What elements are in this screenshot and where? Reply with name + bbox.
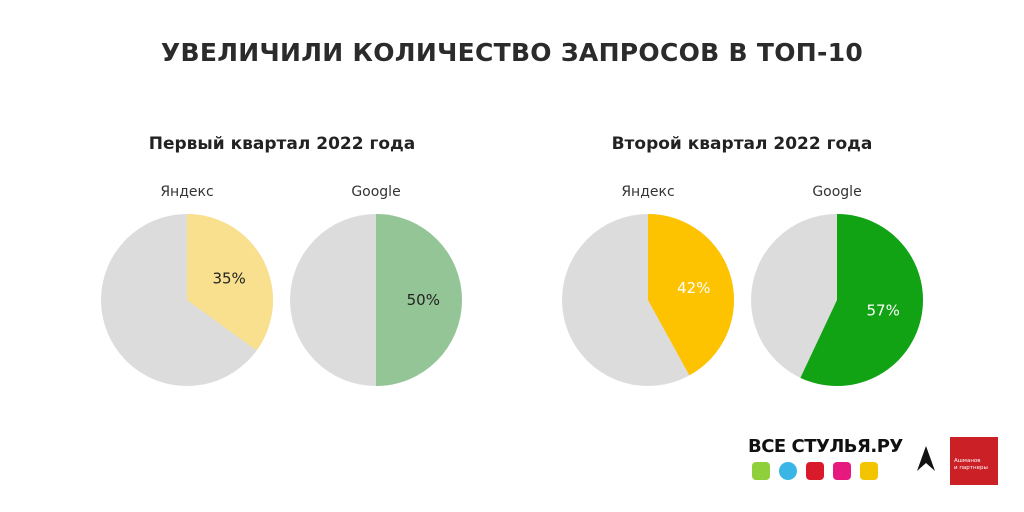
group-title-q1: Первый квартал 2022 года: [148, 134, 416, 154]
group-title-q2: Второй квартал 2022 года: [611, 134, 873, 154]
pie-slice-0-1: [376, 214, 462, 386]
chair-icon-3: [833, 462, 851, 480]
pie-slice-0-0: [187, 214, 273, 351]
chairs-icon: [752, 462, 878, 480]
vsestulya-logo: ВСЕ СТУЛЬЯ.РУ: [748, 436, 903, 457]
engine-label-q2-google: Google: [812, 184, 862, 200]
chair-icon-0: [752, 462, 770, 480]
engine-label-q1-yandex: Яндекс: [160, 184, 214, 200]
ashmanov-logo-line1: Ашманов: [954, 458, 981, 464]
chair-icon-4: [860, 462, 878, 480]
engine-label-q1-google: Google: [351, 184, 401, 200]
chair-icon-2: [806, 462, 824, 480]
pie-label-0-1: 50%: [407, 291, 440, 309]
pie-slice-1-1: [800, 214, 923, 386]
pie-label-0-0: 35%: [212, 270, 245, 288]
pie-label-1-0: 42%: [677, 279, 710, 297]
pie-slice-1-0: [648, 214, 734, 376]
ashmanov-logo: Ашманов и партнеры: [950, 437, 998, 485]
ashmanov-logo-line2: и партнеры: [954, 465, 988, 471]
pie-label-1-1: 57%: [866, 301, 899, 319]
ashmanov-arrow-icon: [917, 446, 935, 471]
page-title: УВЕЛИЧИЛИ КОЛИЧЕСТВО ЗАПРОСОВ В ТОП-10: [160, 38, 864, 67]
chair-icon-1: [779, 462, 797, 480]
engine-label-q2-yandex: Яндекс: [621, 184, 675, 200]
